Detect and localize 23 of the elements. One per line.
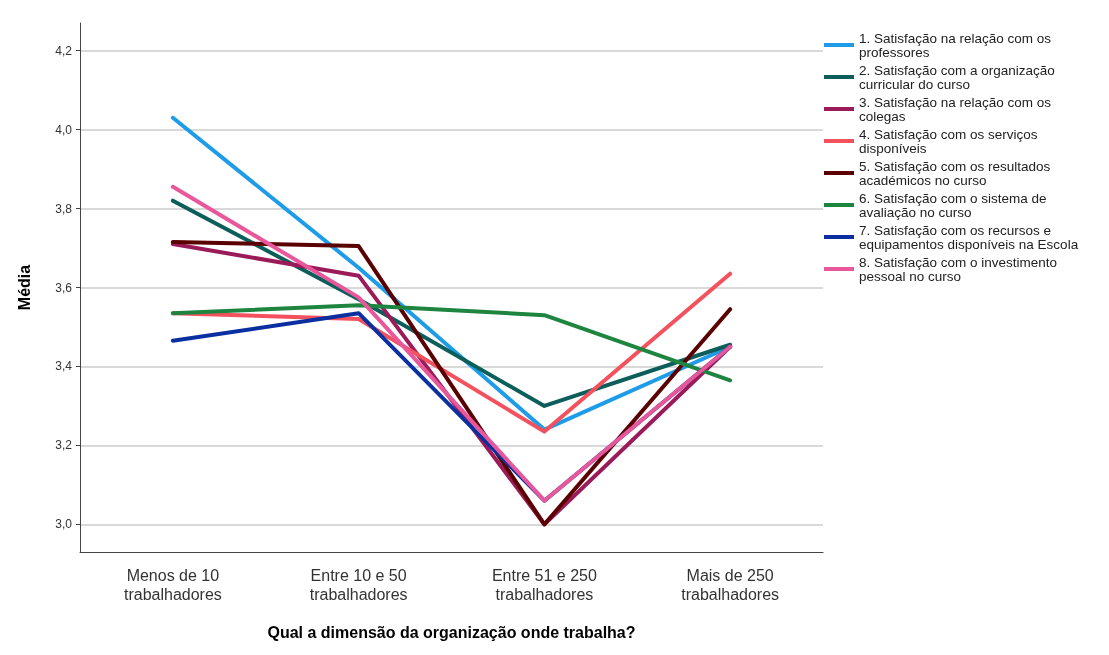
x-tick-label: Entre 10 e 50 trabalhadores bbox=[309, 567, 408, 603]
y-axis-title: Média bbox=[15, 264, 33, 311]
y-tick-label: 3,4 bbox=[55, 359, 73, 374]
x-axis-title: Qual a dimensão da organização onde trabalha? bbox=[267, 623, 636, 641]
y-tick-label: 3,2 bbox=[55, 438, 73, 453]
legend-label: 6. Satisfação com o sistema de avaliação no curso bbox=[859, 190, 1051, 220]
legend-label: 7. Satisfação com os recursos e equipamentos disponíveis na Escola bbox=[859, 222, 1079, 252]
legend-label: 3. Satisfação na relação com os colegas bbox=[859, 94, 1055, 124]
legend-label: 1. Satisfação na relação com os professores bbox=[859, 30, 1055, 60]
line-series bbox=[170, 303, 733, 383]
x-tick-label: Mais de 250 trabalhadores bbox=[681, 567, 780, 603]
x-tick-label: Menos de 10 trabalhadores bbox=[123, 567, 222, 603]
y-tick-label: 4,2 bbox=[55, 43, 73, 58]
line-series bbox=[170, 184, 733, 503]
legend-label: 4. Satisfação com os serviços disponíveis bbox=[859, 126, 1042, 156]
y-tick-label: 3,0 bbox=[55, 517, 73, 532]
y-tick-label: 3,6 bbox=[55, 280, 73, 295]
legend-label: 5. Satisfação com os resultados académicos no curso bbox=[859, 158, 1055, 188]
y-tick-label: 4,0 bbox=[55, 122, 73, 137]
x-tick-label: Entre 51 e 250 trabalhadores bbox=[491, 567, 597, 603]
legend-label: 2. Satisfação com a organização curricular do curso bbox=[859, 62, 1059, 92]
y-tick-label: 3,8 bbox=[55, 201, 73, 216]
legend-label: 8. Satisfação com o investimento pessoal no curso bbox=[859, 254, 1061, 284]
